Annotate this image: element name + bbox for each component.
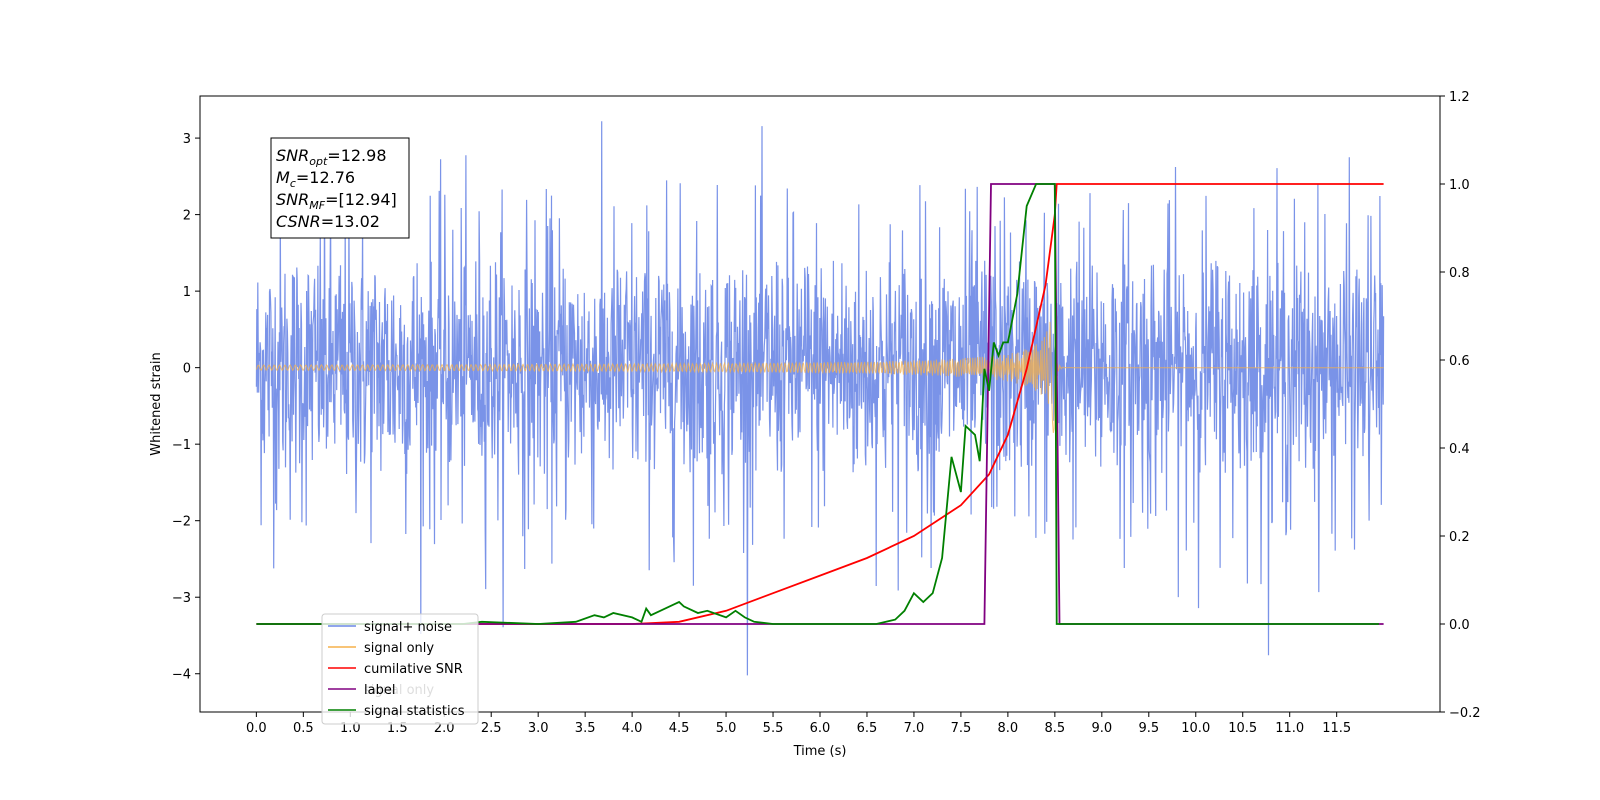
legend-label: signal only [364,641,434,656]
annotation-line-snr-mf: SNRMF=[12.94] [276,190,397,212]
x-tick-label: 9.0 [1091,721,1112,736]
x-tick-label: 11.5 [1322,721,1351,736]
x-axis: 0.0 0.5 1.0 1.5 2.0 2.5 3.0 3.5 4.0 4.5 5.0 5.5 6.0 6… [246,712,1351,736]
annotation-line-mc: Mc=12.76 [276,168,355,190]
stats-annotation-box: SNRopt=12.98 Mc=12.76 SNRMF=[12.94] CSNR… [270,137,410,239]
x-tick-label: 6.0 [810,721,831,736]
x-tick-label: 10.5 [1228,721,1257,736]
x-tick-label: 3.5 [575,721,596,736]
legend-entry-cumulative-snr: cumilative SNR [328,662,463,677]
x-tick-label: 1.5 [387,721,408,736]
legend-entry-signal-only: signal only [328,641,434,656]
y-right-tick-label: 0.4 [1449,442,1470,457]
y-left-tick-label: 2 [183,209,191,224]
x-tick-label: 4.5 [669,721,690,736]
x-tick-label: 3.0 [528,721,549,736]
legend-label: label [364,683,395,698]
y-axis-right: 1.2 1.0 0.8 0.6 0.4 0.2 0.0 −0.2 [1440,90,1481,721]
legend-label-faded: signal only [364,683,434,698]
x-tick-label: 1.0 [340,721,361,736]
y-left-tick-label: −2 [172,515,191,530]
x-tick-label: 8.5 [1045,721,1066,736]
x-tick-label: 2.0 [434,721,455,736]
x-tick-label: 8.0 [998,721,1019,736]
series-signal-only [255,321,1384,433]
x-tick-label: 11.0 [1275,721,1304,736]
x-tick-label: 0.5 [293,721,314,736]
x-tick-label: 5.0 [716,721,737,736]
y-axis-label-left: Whitened strain [149,352,164,455]
legend-label: signal+ noise [364,620,452,635]
y-right-tick-label: −0.2 [1449,706,1481,721]
y-left-tick-label: 1 [183,285,191,300]
series-signal-statistics [256,183,1379,625]
annotation-frame [270,137,410,239]
y-right-tick-label: 0.8 [1449,266,1470,281]
x-tick-label: 7.0 [904,721,925,736]
legend-label: cumilative SNR [364,662,463,677]
y-right-tick-label: 0.2 [1449,530,1470,545]
x-tick-label: 9.5 [1138,721,1159,736]
x-tick-label: 7.5 [951,721,972,736]
legend-entry-signal-noise: signal+ noise [328,620,452,635]
legend-entry-label: signal only label [328,683,434,698]
x-tick-label: 4.0 [622,721,643,736]
plot-area [255,121,1385,676]
y-right-tick-label: 1.2 [1449,90,1470,105]
legend-label: signal statistics [364,704,465,719]
y-right-tick-label: 0.0 [1449,618,1470,633]
x-tick-label: 0.0 [246,721,267,736]
y-left-tick-label: 3 [183,132,191,147]
y-axis-left: 3 2 1 0 −1 −2 −3 −4 [172,132,200,683]
annotation-line-csnr: CSNR=13.02 [276,212,380,231]
annotation-line-snr-opt: SNRopt=12.98 [276,146,387,168]
y-left-tick-label: −3 [172,591,191,606]
series-cumulative-snr [256,183,1384,625]
series-signal-noise [255,121,1385,676]
legend-frame [321,613,479,725]
y-right-tick-label: 0.6 [1449,354,1470,369]
x-tick-label: 5.5 [763,721,784,736]
legend: signal+ noise signal only cumilative SNR… [321,613,479,725]
x-tick-label: 6.5 [857,721,878,736]
legend-entry-signal-statistics: signal statistics [328,704,465,719]
x-tick-label: 2.5 [481,721,502,736]
y-left-tick-label: −1 [172,438,191,453]
x-tick-label: 10.0 [1181,721,1210,736]
y-right-tick-label: 1.0 [1449,178,1470,193]
x-axis-label: Time (s) [793,744,847,759]
y-left-tick-label: 0 [183,362,191,377]
y-left-tick-label: −4 [172,668,191,683]
